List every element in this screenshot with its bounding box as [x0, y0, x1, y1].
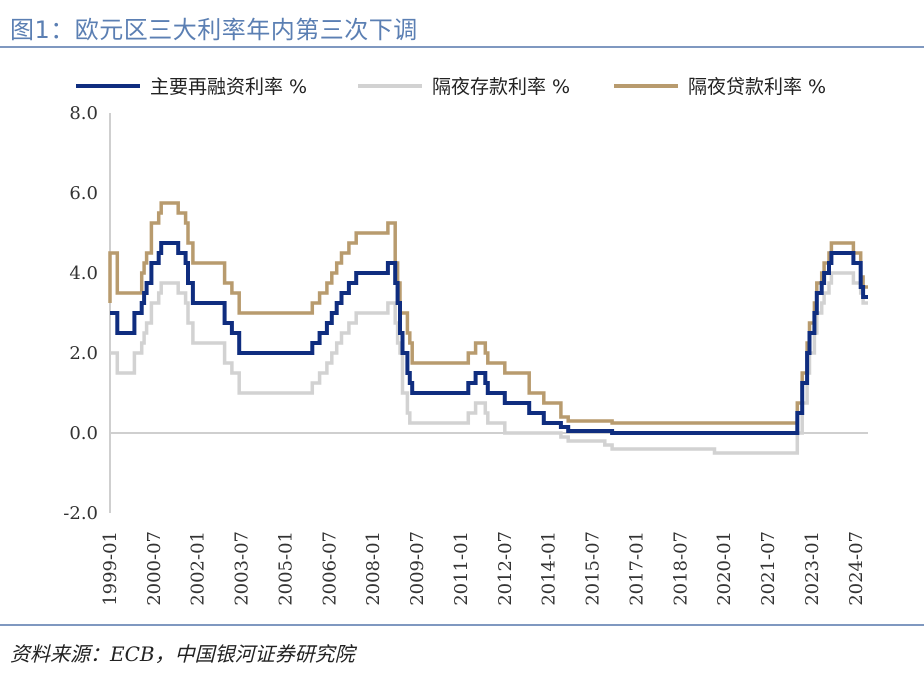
x-tick-label: 2006-07	[319, 531, 340, 606]
chart-title: 图1：欧元区三大利率年内第三次下调	[10, 16, 418, 44]
x-tick-label: 2023-01	[802, 531, 823, 606]
y-tick-label: 8.0	[69, 103, 98, 124]
series-line-0	[110, 241, 868, 435]
x-tick-label: 2021-07	[758, 531, 779, 606]
y-tick-label: 2.0	[69, 343, 98, 364]
x-tick-label: 2002-01	[188, 531, 209, 606]
x-tick-label: 2014-01	[539, 531, 560, 606]
source-note: 资料来源：ECB，中国银河证券研究院	[10, 642, 355, 666]
y-tick-label: -2.0	[63, 503, 98, 524]
series-line-1	[110, 271, 868, 455]
bottom-rule	[0, 624, 924, 626]
x-tick-label: 2000-07	[144, 531, 165, 606]
x-tick-label: 2011-01	[451, 531, 472, 606]
legend-label-1: 隔夜存款利率 %	[432, 76, 570, 98]
x-tick-label: 2009-07	[407, 531, 428, 606]
top-rule	[0, 46, 924, 48]
y-tick-label: 0.0	[69, 423, 98, 444]
x-tick-label: 2024-07	[846, 531, 867, 606]
x-tick-label: 2005-01	[275, 531, 296, 606]
x-tick-label: 2020-01	[714, 531, 735, 606]
y-tick-label: 6.0	[69, 183, 98, 204]
legend-label-2: 隔夜贷款利率 %	[688, 76, 826, 98]
axes: -2.0 0.0 2.0 4.0 6.0 8.0 1999-01 2000-07 2002-01…	[63, 103, 868, 606]
x-tick-label: 2008-01	[363, 531, 384, 606]
x-tick-label: 2015-07	[583, 531, 604, 606]
x-tick-label: 2012-07	[495, 531, 516, 606]
x-tick-label: 2018-07	[670, 531, 691, 606]
x-tick-label: 1999-01	[100, 531, 121, 606]
y-tick-label: 4.0	[69, 263, 98, 284]
legend-label-0: 主要再融资利率 %	[150, 76, 307, 98]
series-group	[108, 201, 868, 455]
x-tick-label: 2017-01	[626, 531, 647, 606]
x-tick-label: 2003-07	[232, 531, 253, 606]
legend: 主要再融资利率 % 隔夜存款利率 % 隔夜贷款利率 %	[76, 76, 826, 98]
